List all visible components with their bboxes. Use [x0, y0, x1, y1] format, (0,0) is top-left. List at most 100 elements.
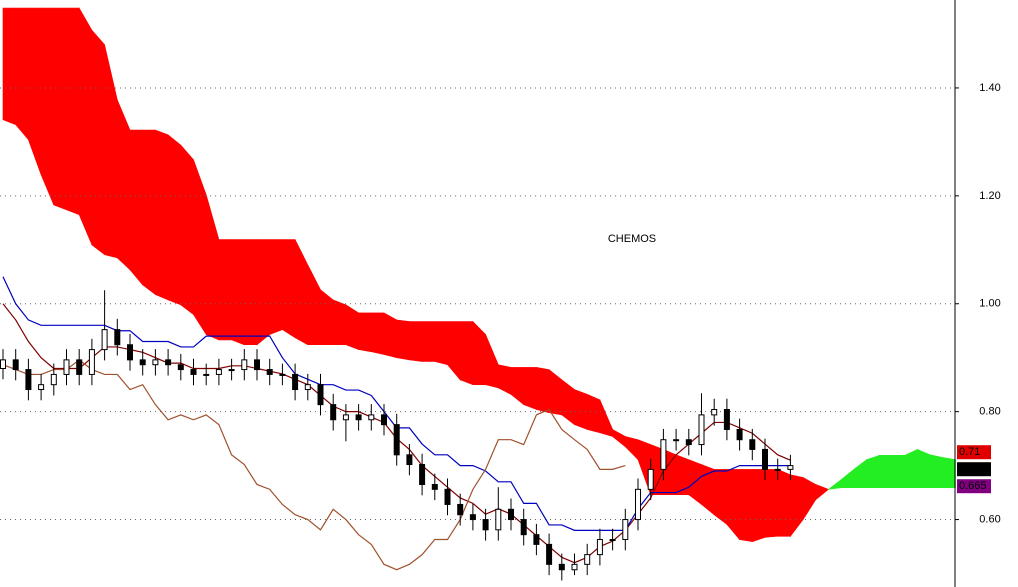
- candle-body: [495, 508, 502, 531]
- candle: [266, 358, 273, 386]
- cloud-segment: [827, 479, 842, 490]
- candle: [38, 373, 45, 401]
- candle-body: [482, 519, 489, 531]
- candle: [317, 373, 324, 416]
- candle: [25, 358, 32, 401]
- cloud-segment: [713, 469, 728, 526]
- candle: [533, 523, 540, 556]
- cloud-segment: [40, 7, 55, 206]
- candle-body: [50, 373, 57, 386]
- candle-body: [558, 563, 565, 571]
- candle: [685, 428, 692, 456]
- chart-title: CHEMOS: [608, 233, 656, 245]
- cloud-segment: [472, 320, 486, 385]
- cloud-segment: [574, 389, 588, 430]
- candle: [571, 553, 578, 576]
- cloud-segment: [78, 6, 93, 246]
- candle: [482, 508, 489, 541]
- candle: [304, 373, 311, 401]
- cloud-segment: [675, 454, 690, 496]
- candle: [88, 338, 95, 386]
- candle: [495, 487, 502, 541]
- candle-body: [203, 373, 210, 376]
- candle: [711, 398, 718, 426]
- cloud-segment: [142, 129, 156, 296]
- candle-body: [177, 364, 184, 371]
- cloud-segment: [256, 239, 271, 346]
- cloud-segment: [358, 312, 372, 353]
- cloud-segment: [840, 468, 855, 489]
- cloud-segment: [66, 7, 80, 216]
- cloud-segment: [129, 129, 143, 286]
- candle-body: [546, 543, 553, 565]
- candle: [584, 543, 591, 576]
- candle: [127, 333, 133, 371]
- candle-body: [190, 369, 197, 375]
- cloud-segment: [942, 457, 956, 489]
- candle-body: [0, 359, 6, 369]
- cloud-segment: [878, 455, 893, 489]
- y-tick-label: 1.00: [979, 298, 1000, 310]
- cloud-segment: [244, 239, 258, 346]
- indicator-line: [2, 359, 626, 571]
- candle: [546, 533, 553, 576]
- candle: [647, 458, 654, 501]
- candle-body: [444, 488, 451, 505]
- cloud-segment: [510, 367, 525, 406]
- cloud-segment: [180, 144, 194, 316]
- candle-body: [584, 554, 591, 565]
- candle-body: [63, 359, 70, 375]
- cloud-segment: [396, 319, 410, 361]
- cloud-segment: [866, 454, 880, 489]
- candle: [279, 363, 286, 386]
- candle-body: [304, 384, 311, 391]
- candle: [762, 438, 768, 481]
- cloud-segment: [28, 7, 42, 175]
- cloud-segment: [383, 312, 398, 359]
- candle-body: [457, 503, 464, 516]
- cloud-segment: [370, 312, 385, 355]
- candle-body: [406, 454, 413, 466]
- cloud-segment: [764, 469, 779, 538]
- candle: [190, 358, 197, 386]
- candle: [419, 453, 426, 496]
- candle: [622, 508, 629, 551]
- cloud-segment: [599, 399, 613, 437]
- candle-body: [266, 369, 273, 375]
- candle-body: [660, 439, 667, 470]
- candle: [609, 528, 616, 551]
- candle: [228, 358, 235, 381]
- candle: [558, 553, 565, 581]
- cloud-segment: [802, 476, 817, 521]
- cloud-segment: [104, 44, 118, 259]
- cloud-segment: [548, 368, 563, 416]
- candle-body: [431, 483, 438, 490]
- candle: [736, 418, 743, 451]
- cloud-segment: [586, 393, 601, 434]
- candle: [165, 349, 172, 376]
- cloud-segment: [294, 239, 309, 346]
- price-label-box: [957, 462, 991, 477]
- cloud-segment: [815, 484, 830, 501]
- cloud-segment: [205, 194, 220, 341]
- cloud-segment: [409, 321, 423, 362]
- price-label: 0.665: [959, 480, 987, 492]
- candle-body: [342, 414, 349, 421]
- candle: [342, 404, 349, 442]
- price-label: 0.7: [959, 463, 974, 475]
- candle: [177, 353, 184, 381]
- candle-body: [101, 329, 108, 351]
- candle: [76, 349, 83, 386]
- candle-body: [279, 373, 286, 376]
- candle-body: [673, 439, 680, 442]
- candle: [381, 404, 387, 436]
- candle: [203, 363, 210, 386]
- candle: [406, 444, 413, 476]
- cloud-segment: [167, 134, 182, 306]
- candle-body: [533, 534, 540, 545]
- cloud-segment: [15, 7, 29, 141]
- candle: [215, 358, 222, 386]
- candle-body: [520, 519, 527, 536]
- candle-body: [647, 468, 654, 490]
- cloud-segment: [2, 7, 16, 126]
